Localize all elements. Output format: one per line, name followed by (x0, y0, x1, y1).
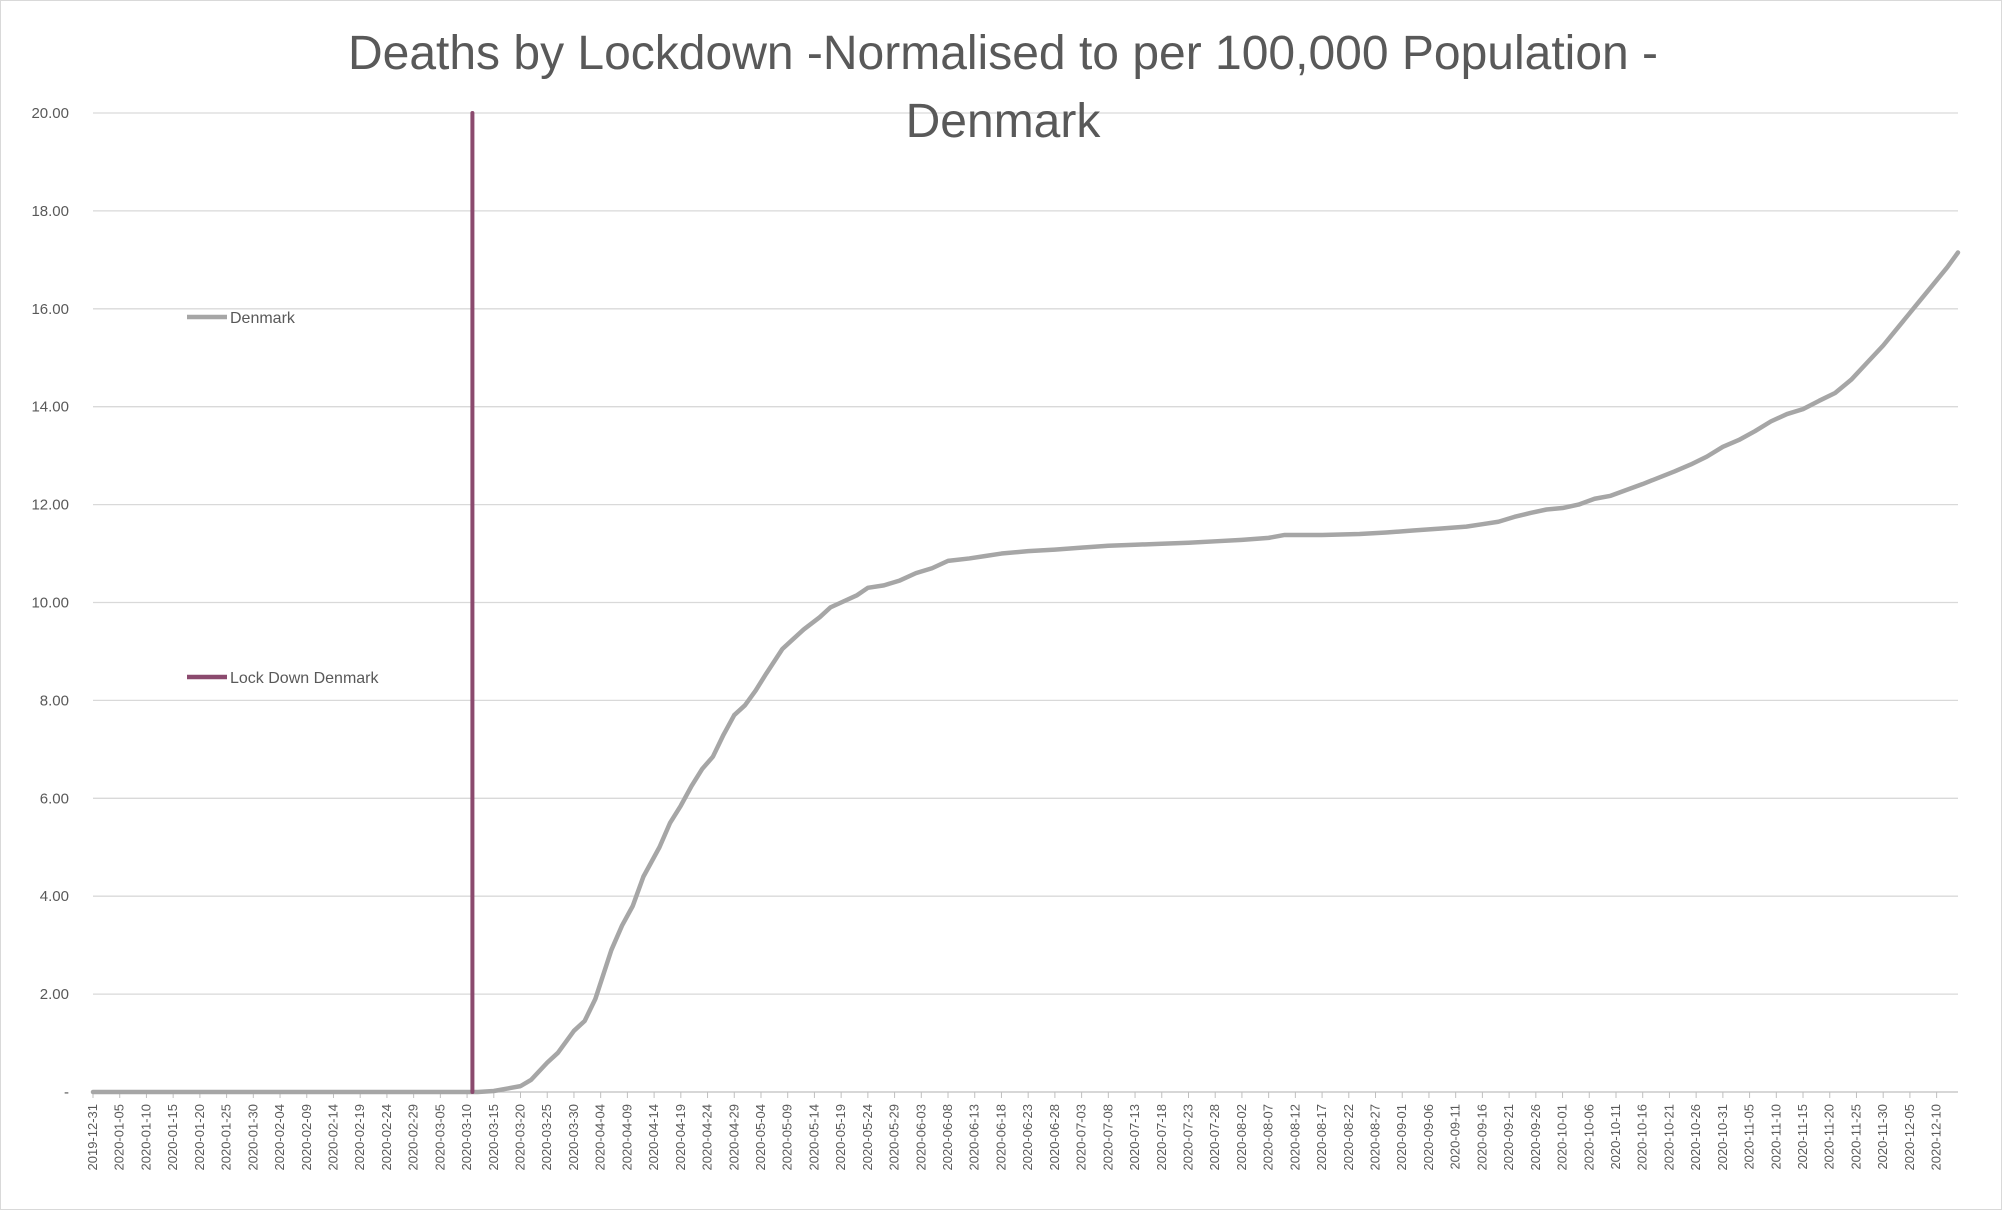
chart-title-line-1: Deaths by Lockdown -Normalised to per 10… (348, 27, 1658, 80)
x-tick-label: 2020-02-09 (299, 1104, 314, 1171)
x-tick-label: 2020-01-05 (112, 1104, 127, 1171)
x-tick-label: 2020-03-05 (432, 1104, 447, 1171)
x-tick-label: 2020-09-06 (1421, 1104, 1436, 1171)
x-tick-label: 2020-08-07 (1261, 1104, 1276, 1171)
x-tick-label: 2020-06-03 (913, 1104, 928, 1171)
y-tick-label: 4.00 (40, 888, 69, 905)
x-tick-label: 2020-06-28 (1047, 1104, 1062, 1171)
x-tick-label: 2020-04-04 (593, 1104, 608, 1171)
x-tick-label: 2020-04-14 (646, 1104, 661, 1171)
x-tick-label: 2020-06-23 (1020, 1104, 1035, 1171)
y-tick-label: - (64, 1084, 69, 1101)
x-tick-label: 2020-04-24 (700, 1104, 715, 1171)
y-tick-label: 6.00 (40, 790, 69, 807)
y-tick-label: 20.00 (31, 105, 69, 122)
legend-label: Lock Down Denmark (230, 670, 380, 687)
x-tick-label: 2020-04-29 (726, 1104, 741, 1171)
x-tick-label: 2020-01-30 (245, 1104, 260, 1171)
x-tick-label: 2020-01-25 (219, 1104, 234, 1171)
y-tick-label: 12.00 (31, 497, 69, 514)
x-tick-label: 2020-08-22 (1341, 1104, 1356, 1171)
x-tick-label: 2020-09-21 (1501, 1104, 1516, 1171)
x-tick-label: 2020-08-02 (1234, 1104, 1249, 1171)
x-tick-label: 2020-12-10 (1929, 1104, 1944, 1171)
x-tick-label: 2020-12-05 (1902, 1104, 1917, 1171)
x-tick-label: 2020-09-26 (1528, 1104, 1543, 1171)
series-lines (90, 111, 1961, 1095)
x-tick-label: 2020-05-04 (753, 1104, 768, 1171)
y-tick-label: 10.00 (31, 595, 69, 612)
y-tick-label: 18.00 (31, 203, 69, 220)
x-tick-label: 2020-10-21 (1661, 1104, 1676, 1171)
y-tick-label: 14.00 (31, 399, 69, 416)
x-tick-label: 2020-02-29 (406, 1104, 421, 1171)
x-tick-label: 2020-11-10 (1768, 1104, 1783, 1170)
x-tick-label: 2020-01-10 (138, 1104, 153, 1171)
x-tick-label: 2020-11-30 (1875, 1104, 1890, 1170)
x-tick-label: 2020-07-18 (1154, 1104, 1169, 1171)
x-tick-label: 2020-10-01 (1555, 1104, 1570, 1171)
x-tick-label: 2020-11-15 (1795, 1104, 1810, 1170)
x-tick-label: 2020-11-20 (1822, 1104, 1837, 1170)
x-tick-label: 2020-03-30 (566, 1104, 581, 1171)
x-tick-label: 2020-02-14 (325, 1104, 340, 1171)
y-tick-label: 2.00 (40, 986, 69, 1003)
x-tick-label: 2020-02-24 (379, 1104, 394, 1171)
x-tick-label: 2020-05-29 (887, 1104, 902, 1171)
x-tick-label: 2020-05-14 (806, 1104, 821, 1171)
series-line-denmark (90, 250, 1961, 1095)
x-tick-label: 2020-01-15 (165, 1104, 180, 1171)
x-tick-label: 2020-05-24 (860, 1104, 875, 1171)
x-tick-label: 2020-10-26 (1688, 1104, 1703, 1171)
x-tick-label: 2020-03-15 (486, 1104, 501, 1171)
x-tick-label: 2020-10-11 (1608, 1104, 1623, 1170)
x-tick-label: 2020-10-06 (1581, 1104, 1596, 1171)
x-tick-label: 2020-09-16 (1474, 1104, 1489, 1171)
x-tick-label: 2020-01-20 (192, 1104, 207, 1171)
gridlines (93, 112, 1958, 1093)
x-tick-label: 2020-04-09 (619, 1104, 634, 1171)
x-tick-label: 2020-07-28 (1207, 1104, 1222, 1171)
x-tick-label: 2020-06-13 (967, 1104, 982, 1171)
x-tick-label: 2020-06-18 (993, 1104, 1008, 1171)
x-tick-label: 2020-08-12 (1287, 1104, 1302, 1171)
x-tick-label: 2020-07-13 (1127, 1104, 1142, 1171)
x-tick-label: 2020-03-20 (513, 1104, 528, 1171)
legend: Denmark Lock Down Denmark (187, 310, 380, 687)
y-tick-label: 16.00 (31, 301, 69, 318)
x-tick-label: 2020-02-19 (352, 1104, 367, 1171)
axes: - 2.00 4.00 6.00 8.00 10.00 12.00 14.00 16.00 18.… (31, 105, 1943, 1171)
x-tick-label: 2020-11-05 (1742, 1104, 1757, 1170)
x-tick-label: 2020-06-08 (940, 1104, 955, 1171)
x-tick-label: 2019-12-31 (85, 1104, 100, 1171)
x-tick-label: 2020-11-25 (1848, 1104, 1863, 1170)
x-tick-label: 2020-10-16 (1635, 1104, 1650, 1171)
x-tick-label: 2020-05-19 (833, 1104, 848, 1171)
x-tick-label: 2020-03-10 (459, 1104, 474, 1171)
x-tick-label: 2020-09-11 (1448, 1104, 1463, 1170)
chart-title-line-2: Denmark (906, 95, 1102, 148)
x-tick-label: 2020-07-23 (1180, 1104, 1195, 1171)
x-tick-label: 2020-03-25 (539, 1104, 554, 1171)
y-tick-label: 8.00 (40, 692, 69, 709)
x-tick-label: 2020-08-17 (1314, 1104, 1329, 1171)
x-tick-label: 2020-10-31 (1715, 1104, 1730, 1171)
x-tick-label: 2020-04-19 (673, 1104, 688, 1171)
x-tick-label: 2020-07-03 (1074, 1104, 1089, 1171)
legend-label: Denmark (230, 310, 296, 327)
x-tick-label: 2020-05-09 (780, 1104, 795, 1171)
x-tick-label: 2020-08-27 (1368, 1104, 1383, 1171)
x-tick-label: 2020-02-04 (272, 1104, 287, 1171)
x-tick-label: 2020-09-01 (1394, 1104, 1409, 1171)
chart-title: Deaths by Lockdown -Normalised to per 10… (348, 27, 1658, 148)
x-tick-label: 2020-07-08 (1100, 1104, 1115, 1171)
